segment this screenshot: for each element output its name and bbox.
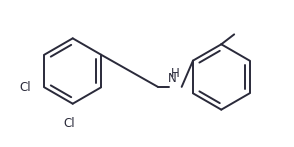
Text: N: N	[167, 72, 176, 85]
Text: Cl: Cl	[19, 81, 31, 94]
Text: H: H	[171, 67, 180, 80]
Text: Cl: Cl	[63, 117, 75, 130]
